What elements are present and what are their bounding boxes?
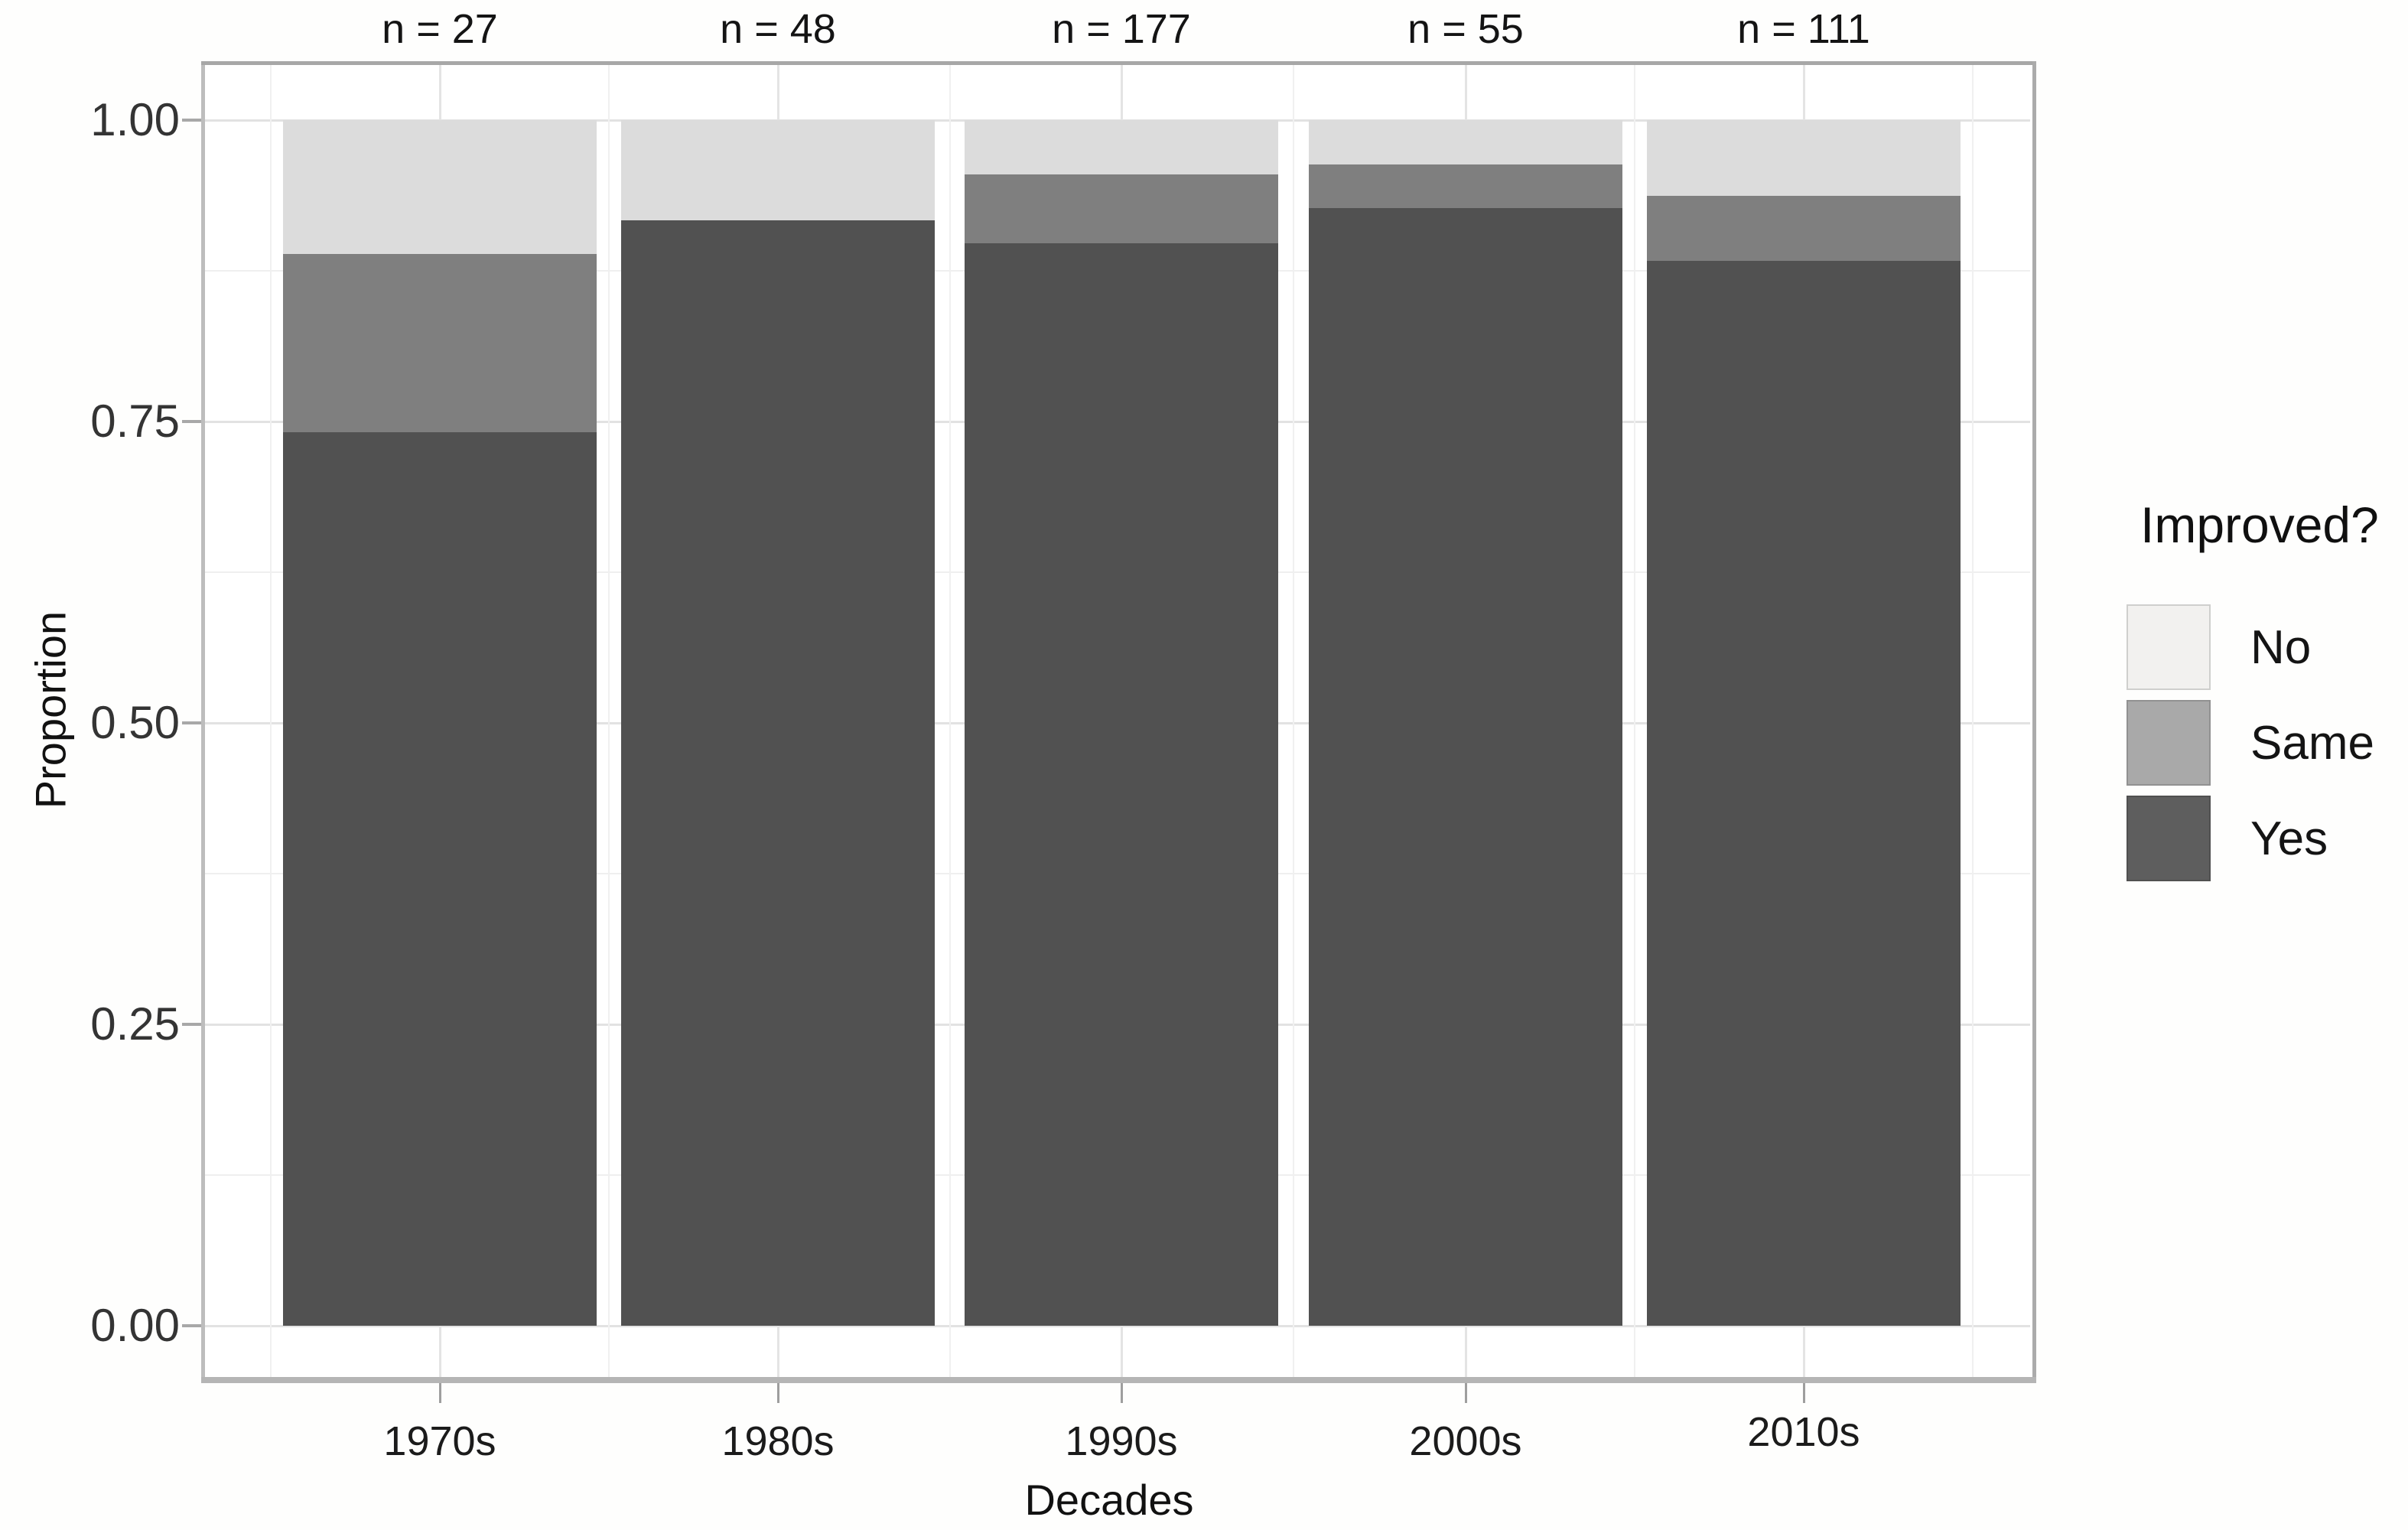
bar-count-label: n = 55 bbox=[1407, 6, 1524, 52]
bar-segment-no bbox=[283, 120, 597, 254]
y-tick bbox=[182, 119, 201, 122]
bar-2010s bbox=[1647, 120, 1961, 1326]
bar-segment-yes bbox=[965, 243, 1278, 1326]
legend-key-same-swatch bbox=[2127, 700, 2211, 786]
gridline-h-major bbox=[203, 1325, 2030, 1327]
legend-entry-no: No bbox=[2127, 604, 2408, 690]
x-tick-2000s bbox=[1465, 1383, 1467, 1403]
x-tick-label: 1990s bbox=[1065, 1418, 1178, 1464]
legend-key-yes-swatch bbox=[2127, 796, 2211, 881]
y-tick-label: 0.75 bbox=[90, 396, 180, 447]
y-tick-label: 0.50 bbox=[90, 697, 180, 748]
bar-segment-yes bbox=[1309, 208, 1622, 1326]
bar-segment-yes bbox=[283, 432, 597, 1326]
y-tick-label: 0.25 bbox=[90, 998, 180, 1050]
bar-segment-same bbox=[1647, 196, 1961, 261]
bar-segment-no bbox=[621, 120, 935, 220]
panel-border-top bbox=[201, 61, 2036, 65]
y-axis-title: Proportion bbox=[26, 610, 75, 809]
bar-1980s bbox=[621, 120, 935, 1326]
bar-segment-yes bbox=[621, 220, 935, 1326]
x-tick-label: 2000s bbox=[1409, 1418, 1522, 1464]
bar-segment-no bbox=[965, 120, 1278, 174]
legend-key-no-swatch bbox=[2127, 604, 2211, 690]
legend-entries: No Same Yes bbox=[2127, 604, 2408, 881]
bar-segment-same bbox=[965, 174, 1278, 243]
legend-label: Same bbox=[2250, 716, 2374, 770]
gridline-v-minor bbox=[949, 65, 951, 1377]
legend-label: Yes bbox=[2250, 812, 2328, 865]
x-tick-1990s bbox=[1121, 1383, 1123, 1403]
bar-segment-yes bbox=[1647, 261, 1961, 1326]
bar-segment-same bbox=[283, 254, 597, 432]
gridline-v-minor bbox=[608, 65, 610, 1377]
bar-1970s bbox=[283, 120, 597, 1326]
bar-segment-same bbox=[1309, 164, 1622, 208]
gridline-v-minor bbox=[1634, 65, 1635, 1377]
x-axis-title: Decades bbox=[1024, 1476, 1194, 1524]
bar-segment-no bbox=[1309, 120, 1622, 164]
y-tick bbox=[182, 420, 201, 423]
x-tick-label: 1980s bbox=[721, 1418, 835, 1464]
gridline-v-minor bbox=[1293, 65, 1294, 1377]
x-tick-1970s bbox=[439, 1383, 441, 1403]
y-tick-label: 1.00 bbox=[90, 94, 180, 145]
legend-entry-same: Same bbox=[2127, 700, 2408, 786]
legend-entry-yes: Yes bbox=[2127, 796, 2408, 881]
y-tick bbox=[182, 1023, 201, 1026]
x-tick-1980s bbox=[777, 1383, 779, 1403]
bar-count-label: n = 48 bbox=[720, 6, 836, 52]
legend-label: No bbox=[2250, 620, 2312, 674]
legend: Improved? No Same Yes bbox=[2127, 496, 2408, 891]
bar-segment-no bbox=[1647, 120, 1961, 196]
panel-border-bottom bbox=[201, 1377, 2036, 1383]
x-tick-2010s bbox=[1803, 1383, 1805, 1403]
bar-2000s bbox=[1309, 120, 1622, 1326]
bar-1990s bbox=[965, 120, 1278, 1326]
bar-count-label: n = 177 bbox=[1052, 6, 1191, 52]
panel-border-left bbox=[201, 61, 205, 1377]
panel-border-right bbox=[2032, 61, 2036, 1377]
gridline-v-minor bbox=[270, 65, 272, 1377]
y-tick-label: 0.00 bbox=[90, 1300, 180, 1351]
gridline-v-minor bbox=[1972, 65, 1974, 1377]
legend-title: Improved? bbox=[2140, 496, 2379, 553]
x-tick-label: 1970s bbox=[383, 1418, 496, 1464]
y-tick bbox=[182, 721, 201, 724]
bar-count-label: n = 27 bbox=[382, 6, 498, 52]
x-tick-label: 2010s bbox=[1747, 1409, 1860, 1455]
bar-count-label: n = 111 bbox=[1737, 6, 1870, 52]
y-tick bbox=[182, 1324, 201, 1327]
